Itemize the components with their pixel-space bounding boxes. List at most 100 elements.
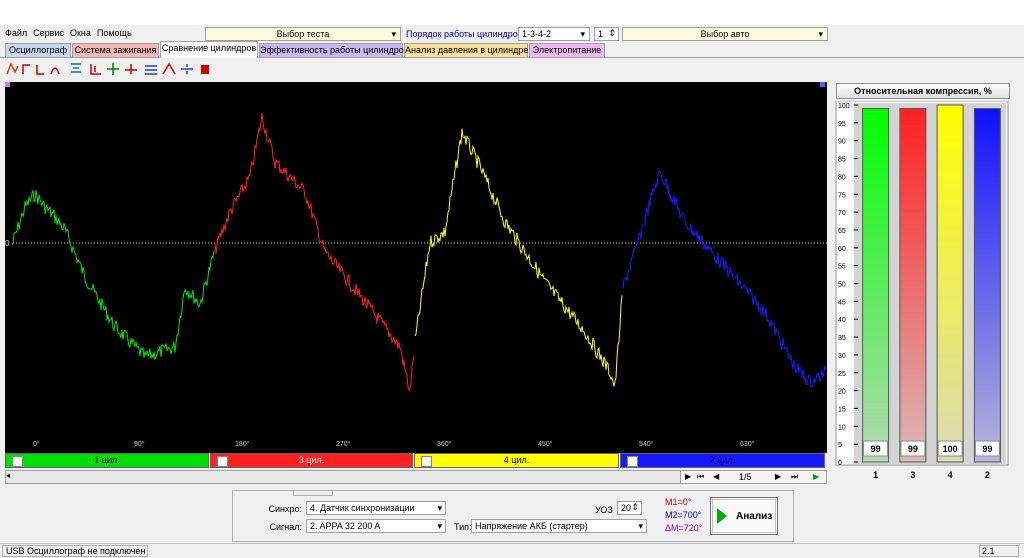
waveform-trace bbox=[622, 169, 827, 389]
status-version: 2.1 bbox=[979, 545, 1019, 557]
icon-toolbar bbox=[6, 62, 209, 75]
waveform-trace bbox=[414, 128, 623, 387]
x-label: 360° bbox=[437, 440, 452, 448]
marker-m1 bbox=[5, 82, 10, 87]
cylinder-value: 1 bbox=[598, 29, 604, 39]
bar bbox=[862, 108, 890, 463]
y-tick-label: 25 bbox=[838, 371, 846, 378]
y-tick-label: 35 bbox=[838, 335, 846, 342]
value-label: 99 bbox=[908, 444, 918, 454]
tab[interactable]: Осциллограф bbox=[5, 43, 71, 58]
title-area bbox=[0, 0, 1024, 25]
value-label-box bbox=[900, 440, 926, 457]
control-panel: Синхро: 4. Датчик синхронизации Сигнал: … bbox=[232, 490, 794, 542]
cylinder-button[interactable]: 1 цил. bbox=[5, 453, 209, 468]
sync-value: 4. Датчик синхронизации bbox=[310, 503, 415, 513]
nav-play[interactable]: ▶ bbox=[685, 472, 692, 481]
nav-next[interactable]: ▶ bbox=[775, 472, 782, 481]
auto-select-text: Выбор авто bbox=[700, 29, 750, 39]
value-label-box bbox=[937, 440, 963, 457]
status-bar: USB Осциллограф не подключен 2.1 bbox=[0, 543, 1024, 558]
test-select-text: Выбор теста bbox=[276, 29, 330, 39]
compression-chart: 0 5 10 15 20 25 30 35 40 45 50 55 60 65 70 75 80 85 90 95 10… bbox=[835, 101, 1009, 480]
cylinder-button[interactable]: 4 цил. bbox=[414, 453, 619, 468]
value-label-box bbox=[863, 440, 889, 457]
marker-m2 bbox=[820, 82, 825, 87]
value-label-box bbox=[974, 440, 1000, 457]
tab-divider bbox=[0, 57, 1024, 58]
value-label: 100 bbox=[943, 444, 958, 454]
menu-item[interactable]: Помощь bbox=[96, 28, 132, 38]
y-tick-label: 5 bbox=[838, 442, 842, 449]
signal-select[interactable]: 2. APPA 32 200 A bbox=[306, 519, 446, 533]
y-tick-label: 20 bbox=[838, 389, 846, 396]
y-tick-label: 30 bbox=[838, 353, 846, 360]
uoz-spinner[interactable]: 20 ⇕ bbox=[617, 501, 642, 515]
value-label: 99 bbox=[871, 444, 881, 454]
order-select[interactable]: 1-3-4-2 ▾ bbox=[518, 27, 590, 41]
waveform-trace bbox=[11, 189, 215, 360]
signal-label: Сигнал: bbox=[269, 522, 302, 532]
cylinder-checkbox[interactable] bbox=[12, 456, 23, 467]
cylinder-checkbox[interactable] bbox=[627, 456, 638, 467]
nav-prev[interactable]: ◀ bbox=[713, 472, 720, 481]
scroll-left[interactable]: ◂ bbox=[6, 471, 11, 480]
status-message: USB Осциллограф не подключен bbox=[2, 545, 148, 557]
cylinder-button[interactable]: 3 цил. bbox=[210, 453, 413, 468]
tab[interactable]: Анализ давления в цилиндре bbox=[404, 43, 528, 58]
bar bbox=[936, 104, 964, 463]
tab[interactable]: Эффективность работы цилиндров bbox=[259, 43, 409, 58]
type-select[interactable]: Напряжение АКБ (стартер) bbox=[471, 519, 647, 533]
nav-run[interactable]: ▶ bbox=[813, 472, 820, 481]
y-tick-label: 0 bbox=[838, 460, 842, 467]
marker-delta-text: ΔM=720° bbox=[665, 523, 703, 533]
tab[interactable]: Электропитание bbox=[529, 43, 605, 58]
tab[interactable]: Сравнение цилиндров bbox=[160, 41, 258, 58]
cylinder-checkbox[interactable] bbox=[217, 456, 228, 467]
compression-panel: Относительная компрессия, % 0 5 10 15 20 25 30… bbox=[832, 82, 1012, 485]
y-tick-label: 50 bbox=[838, 282, 846, 289]
order-value: 1-3-4-2 bbox=[522, 29, 552, 39]
zero-label: 0 bbox=[5, 239, 10, 248]
y-tick-label: 15 bbox=[838, 406, 846, 413]
y-tick-label: 55 bbox=[838, 264, 846, 271]
x-label: 90° bbox=[134, 440, 145, 448]
y-tick-label: 10 bbox=[838, 424, 846, 431]
cylinder-checkbox[interactable] bbox=[421, 456, 432, 467]
tab[interactable]: Система зажигания bbox=[72, 43, 159, 58]
analyze-icon bbox=[717, 508, 727, 524]
menu-bar: Файл Сервис Окна Помощь bbox=[5, 28, 132, 40]
analyze-button[interactable]: Анализ bbox=[710, 497, 778, 535]
nav-first[interactable]: ⏮ bbox=[697, 472, 705, 481]
category-label: 2 bbox=[985, 470, 990, 480]
panel-grip bbox=[293, 491, 333, 496]
y-tick-label: 45 bbox=[838, 299, 846, 306]
bar bbox=[973, 108, 1001, 463]
test-select[interactable]: Выбор теста ▾ bbox=[205, 27, 401, 41]
y-tick-label: 90 bbox=[838, 139, 846, 146]
x-label: 270° bbox=[336, 440, 351, 448]
page-navigator: ▶ ⏮ ◀ 1/5 ▶ ⏭ ▶ bbox=[680, 470, 827, 484]
type-label: Тип: bbox=[454, 522, 472, 532]
oscillogram-background bbox=[5, 82, 827, 453]
nav-last[interactable]: ⏭ bbox=[791, 472, 799, 481]
uoz-label: УОЗ bbox=[595, 505, 613, 515]
cylinder-button[interactable]: 2 цил. bbox=[620, 453, 825, 468]
y-tick-label: 80 bbox=[838, 174, 846, 181]
menu-item[interactable]: Сервис bbox=[33, 28, 64, 38]
x-label: 0° bbox=[33, 440, 40, 448]
cylinder-spinner[interactable]: 1 ⇕ bbox=[594, 27, 619, 41]
y-tick-label: 60 bbox=[838, 246, 846, 253]
category-label: 4 bbox=[948, 470, 953, 480]
sync-select[interactable]: 4. Датчик синхронизации bbox=[306, 501, 446, 515]
x-label: 540° bbox=[639, 440, 654, 448]
x-label: 450° bbox=[538, 440, 553, 448]
bar bbox=[899, 108, 927, 463]
menu-item[interactable]: Окна bbox=[69, 28, 91, 38]
menu-item[interactable]: Файл bbox=[5, 28, 28, 38]
y-tick-label: 70 bbox=[838, 210, 846, 217]
marker-m1-text: M1=0° bbox=[665, 497, 692, 507]
auto-select[interactable]: Выбор авто ▾ bbox=[622, 27, 828, 41]
sync-label: Синхро: bbox=[268, 504, 302, 514]
